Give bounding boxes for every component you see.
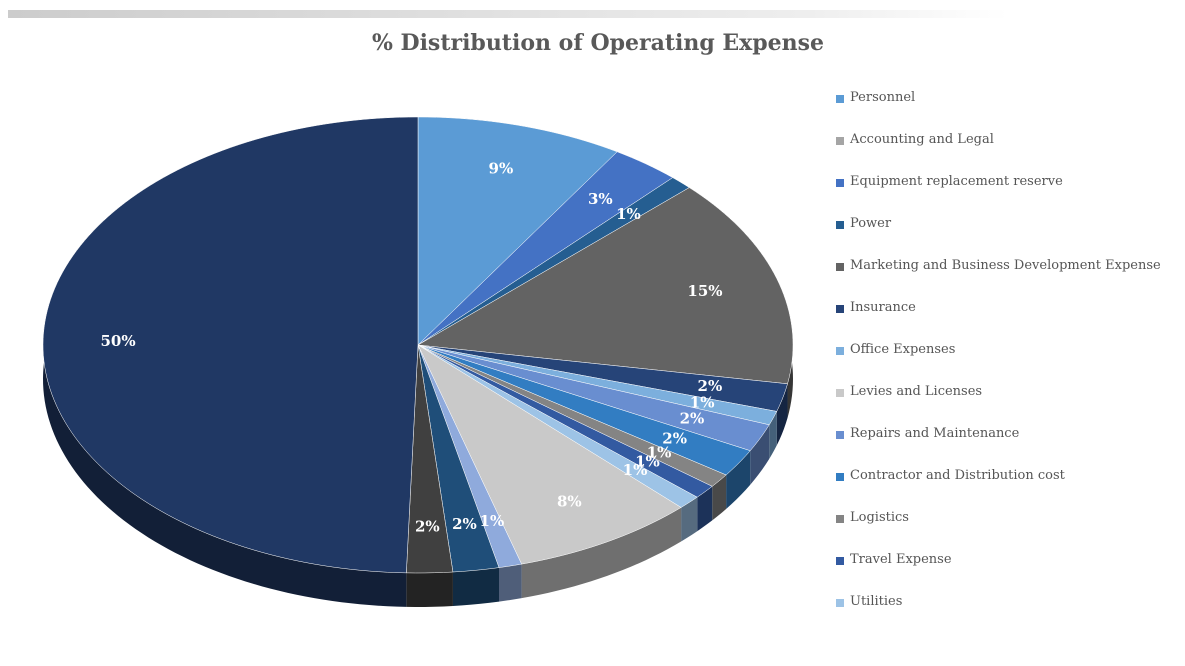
legend-label: Contractor and Distribution cost (850, 468, 1065, 483)
legend-label: Levies and Licenses (850, 384, 983, 399)
legend-item: Accounting and Legal (836, 132, 1166, 174)
slice-side (712, 474, 727, 521)
slice (406, 344, 454, 574)
legend-label: Insurance (850, 300, 916, 315)
data-label: 1% (690, 394, 715, 412)
legend-item: Office Expenses (836, 342, 1166, 384)
header-shade (8, 10, 1008, 18)
legend-label: Equipment replacement reserve (850, 174, 1063, 189)
slice-side (726, 450, 751, 509)
legend-label: Marketing and Business Development Expen… (850, 258, 1161, 273)
legend-item: Travel Expense (836, 552, 1166, 594)
slice (417, 187, 794, 385)
data-label: 2% (698, 377, 723, 395)
slice-side (776, 383, 788, 446)
legend-label: Travel Expense (850, 552, 952, 567)
slice (417, 116, 618, 346)
legend-label: Utilities (850, 594, 903, 609)
data-label: 1% (635, 452, 660, 470)
legend-label: Logistics (850, 510, 909, 525)
legend-label: Personnel (850, 90, 916, 105)
legend-item: Marketing and Business Development Expen… (836, 258, 1166, 300)
data-label: 8% (557, 492, 582, 510)
data-label: 50% (100, 332, 135, 350)
legend-label: Power (850, 216, 892, 231)
legend-item: Power (836, 216, 1166, 258)
slice (417, 344, 500, 573)
slice-side (697, 486, 713, 532)
legend-swatch (836, 473, 844, 481)
data-label: 2% (680, 409, 705, 427)
data-label: 1% (647, 444, 672, 462)
chart-title: % Distribution of Operating Expense (372, 30, 824, 56)
data-label: 1% (623, 461, 648, 479)
slice (417, 151, 674, 346)
legend-label: Repairs and Maintenance (850, 426, 1020, 441)
data-label: 2% (452, 515, 477, 533)
slice-side (406, 572, 453, 607)
legend-item: Repairs and Maintenance (836, 426, 1166, 468)
legend-item: Levies and Licenses (836, 384, 1166, 426)
legend-swatch (836, 95, 844, 103)
data-label: 9% (489, 160, 514, 178)
legend-swatch (836, 305, 844, 313)
slice-side (452, 567, 500, 607)
slice (42, 116, 419, 574)
data-label: 2% (415, 517, 440, 535)
data-label: 1% (480, 512, 505, 530)
legend-swatch (836, 221, 844, 229)
slice-side (681, 497, 698, 542)
slice (417, 344, 751, 476)
legend-item: Personnel (836, 90, 1166, 132)
legend-item: Logistics (836, 510, 1166, 552)
legend-swatch (836, 137, 844, 145)
legend-item: Insurance (836, 300, 1166, 342)
data-label: 3% (588, 190, 613, 208)
legend-swatch (836, 431, 844, 439)
slice-side (769, 411, 777, 459)
data-label: 2% (662, 429, 687, 447)
slice-side (750, 424, 770, 485)
legend-swatch (836, 515, 844, 523)
legend-item: Utilities (836, 594, 1166, 636)
slice-side (499, 564, 522, 602)
legend-label: Accounting and Legal (850, 132, 994, 147)
slice (417, 344, 682, 565)
legend: Personnel Accounting and Legal Equipment r… (836, 90, 1166, 636)
legend-item: Contractor and Distribution cost (836, 468, 1166, 510)
slice-side (521, 507, 682, 599)
legend-swatch (836, 557, 844, 565)
data-label: 15% (687, 282, 722, 300)
legend-swatch (836, 263, 844, 271)
legend-swatch (836, 179, 844, 187)
legend-label: Office Expenses (850, 342, 956, 357)
legend-item: Equipment replacement reserve (836, 174, 1166, 216)
legend-swatch (836, 389, 844, 397)
legend-swatch (836, 347, 844, 355)
data-label: 1% (616, 205, 641, 223)
slice (417, 344, 788, 412)
legend-swatch (836, 599, 844, 607)
slice (417, 344, 770, 452)
